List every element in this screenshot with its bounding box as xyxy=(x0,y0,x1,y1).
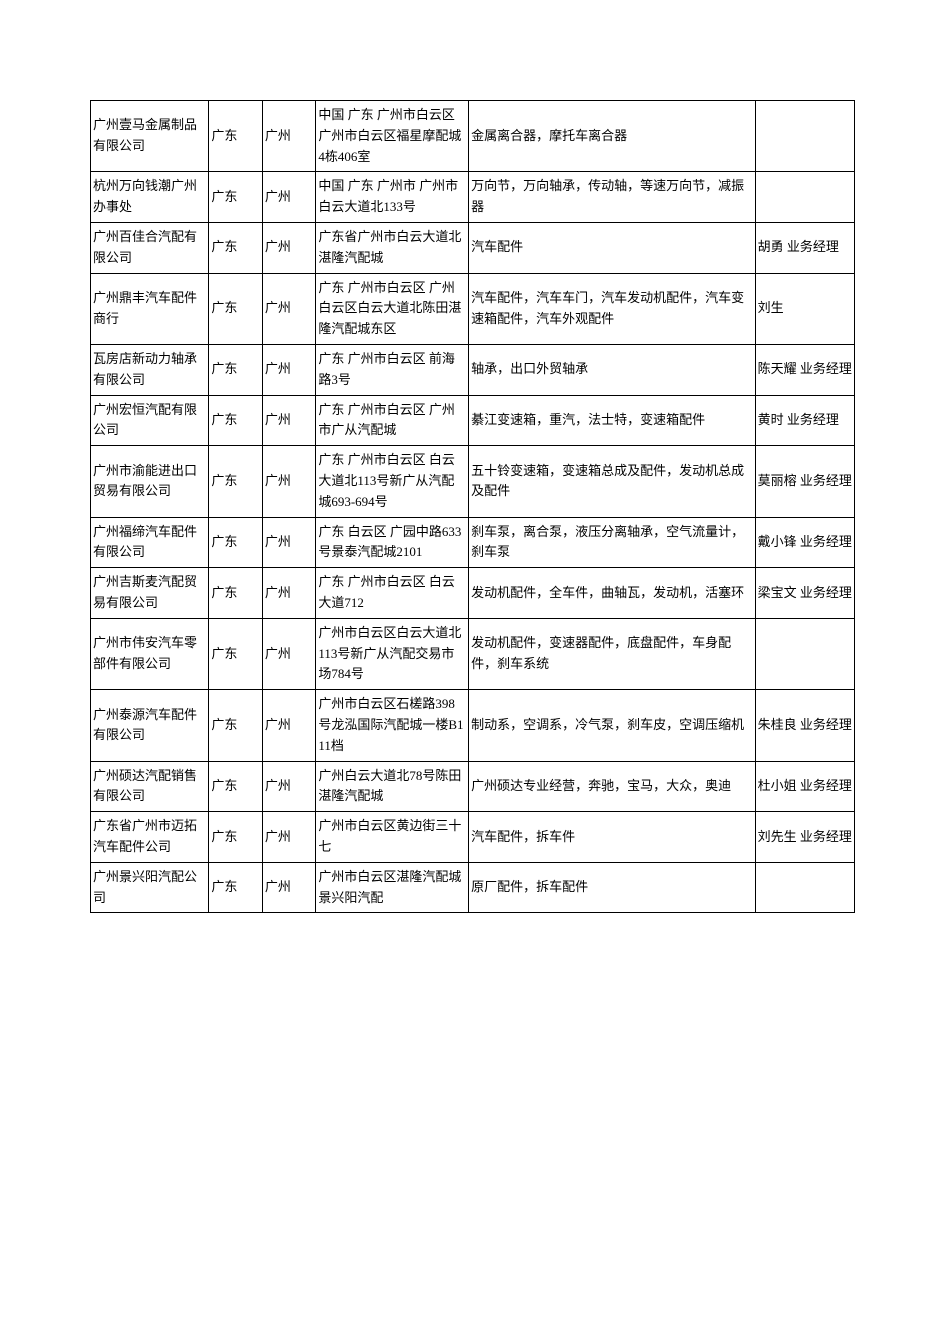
cell-address: 广东 广州市白云区 广州市广从汽配城 xyxy=(316,395,469,446)
cell-city: 广州 xyxy=(262,568,315,619)
cell-company: 杭州万向钱潮广州办事处 xyxy=(91,172,209,223)
cell-company: 广州泰源汽车配件有限公司 xyxy=(91,690,209,761)
cell-province: 广东 xyxy=(209,172,262,223)
cell-province: 广东 xyxy=(209,517,262,568)
cell-city: 广州 xyxy=(262,172,315,223)
cell-address: 广州白云大道北78号陈田湛隆汽配城 xyxy=(316,761,469,812)
cell-address: 中国 广东 广州市白云区 广州市白云区福星摩配城4栋406室 xyxy=(316,101,469,172)
cell-company: 广州宏恒汽配有限公司 xyxy=(91,395,209,446)
cell-city: 广州 xyxy=(262,344,315,395)
cell-products: 汽车配件，拆车件 xyxy=(469,812,756,863)
cell-province: 广东 xyxy=(209,812,262,863)
cell-company: 广州福缔汽车配件有限公司 xyxy=(91,517,209,568)
cell-contact: 刘生 xyxy=(755,273,854,344)
cell-address: 广州市白云区石槎路398号龙泓国际汽配城一楼B111档 xyxy=(316,690,469,761)
cell-address: 广州市白云区湛隆汽配城景兴阳汽配 xyxy=(316,862,469,913)
cell-city: 广州 xyxy=(262,446,315,517)
cell-company: 广州壹马金属制品有限公司 xyxy=(91,101,209,172)
cell-province: 广东 xyxy=(209,568,262,619)
cell-products: 发动机配件，全车件，曲轴瓦，发动机，活塞环 xyxy=(469,568,756,619)
table-row: 广州吉斯麦汽配贸易有限公司广东广州广东 广州市白云区 白云大道712发动机配件，… xyxy=(91,568,855,619)
cell-contact xyxy=(755,862,854,913)
cell-city: 广州 xyxy=(262,222,315,273)
table-row: 广州硕达汽配销售有限公司广东广州广州白云大道北78号陈田湛隆汽配城广州硕达专业经… xyxy=(91,761,855,812)
cell-contact xyxy=(755,101,854,172)
table-row: 广州市渝能进出口贸易有限公司广东广州广东 广州市白云区 白云大道北113号新广从… xyxy=(91,446,855,517)
cell-province: 广东 xyxy=(209,618,262,689)
table-row: 广州百佳合汽配有限公司广东广州广东省广州市白云大道北湛隆汽配城汽车配件胡勇 业务… xyxy=(91,222,855,273)
cell-contact: 朱桂良 业务经理 xyxy=(755,690,854,761)
table-row: 广州福缔汽车配件有限公司广东广州广东 白云区 广园中路633号景泰汽配城2101… xyxy=(91,517,855,568)
table-row: 广州泰源汽车配件有限公司广东广州广州市白云区石槎路398号龙泓国际汽配城一楼B1… xyxy=(91,690,855,761)
cell-company: 瓦房店新动力轴承有限公司 xyxy=(91,344,209,395)
cell-province: 广东 xyxy=(209,690,262,761)
table-row: 瓦房店新动力轴承有限公司广东广州广东 广州市白云区 前海路3号轴承，出口外贸轴承… xyxy=(91,344,855,395)
cell-products: 制动系，空调系，冷气泵，刹车皮，空调压缩机 xyxy=(469,690,756,761)
cell-address: 广东 广州市白云区 广州白云区白云大道北陈田湛隆汽配城东区 xyxy=(316,273,469,344)
cell-products: 万向节，万向轴承，传动轴，等速万向节，减振器 xyxy=(469,172,756,223)
cell-contact: 黄时 业务经理 xyxy=(755,395,854,446)
cell-city: 广州 xyxy=(262,862,315,913)
cell-contact: 戴小锋 业务经理 xyxy=(755,517,854,568)
cell-products: 金属离合器，摩托车离合器 xyxy=(469,101,756,172)
cell-address: 广东 广州市白云区 白云大道712 xyxy=(316,568,469,619)
cell-province: 广东 xyxy=(209,862,262,913)
cell-company: 广州市渝能进出口贸易有限公司 xyxy=(91,446,209,517)
cell-company: 广州景兴阳汽配公司 xyxy=(91,862,209,913)
cell-province: 广东 xyxy=(209,273,262,344)
cell-province: 广东 xyxy=(209,222,262,273)
cell-city: 广州 xyxy=(262,761,315,812)
cell-city: 广州 xyxy=(262,101,315,172)
cell-address: 广东省广州市白云大道北湛隆汽配城 xyxy=(316,222,469,273)
cell-province: 广东 xyxy=(209,101,262,172)
cell-contact: 杜小姐 业务经理 xyxy=(755,761,854,812)
table-row: 广州壹马金属制品有限公司广东广州中国 广东 广州市白云区 广州市白云区福星摩配城… xyxy=(91,101,855,172)
table-row: 广州景兴阳汽配公司广东广州广州市白云区湛隆汽配城景兴阳汽配原厂配件，拆车配件 xyxy=(91,862,855,913)
cell-company: 广州硕达汽配销售有限公司 xyxy=(91,761,209,812)
cell-city: 广州 xyxy=(262,273,315,344)
cell-company: 广州市伟安汽车零部件有限公司 xyxy=(91,618,209,689)
cell-company: 广州鼎丰汽车配件商行 xyxy=(91,273,209,344)
cell-contact: 梁宝文 业务经理 xyxy=(755,568,854,619)
cell-city: 广州 xyxy=(262,517,315,568)
table-row: 杭州万向钱潮广州办事处广东广州中国 广东 广州市 广州市白云大道北133号万向节… xyxy=(91,172,855,223)
table-row: 广州鼎丰汽车配件商行广东广州广东 广州市白云区 广州白云区白云大道北陈田湛隆汽配… xyxy=(91,273,855,344)
cell-products: 发动机配件，变速器配件，底盘配件，车身配件，刹车系统 xyxy=(469,618,756,689)
cell-province: 广东 xyxy=(209,344,262,395)
cell-products: 汽车配件，汽车车门，汽车发动机配件，汽车变速箱配件，汽车外观配件 xyxy=(469,273,756,344)
cell-products: 五十铃变速箱，变速箱总成及配件，发动机总成及配件 xyxy=(469,446,756,517)
cell-contact xyxy=(755,618,854,689)
cell-address: 广州市白云区白云大道北113号新广从汽配交易市场784号 xyxy=(316,618,469,689)
cell-address: 广东 广州市白云区 前海路3号 xyxy=(316,344,469,395)
cell-contact: 莫丽榕 业务经理 xyxy=(755,446,854,517)
cell-contact: 胡勇 业务经理 xyxy=(755,222,854,273)
cell-province: 广东 xyxy=(209,761,262,812)
cell-company: 广州吉斯麦汽配贸易有限公司 xyxy=(91,568,209,619)
cell-products: 綦江变速箱，重汽，法士特，变速箱配件 xyxy=(469,395,756,446)
cell-city: 广州 xyxy=(262,690,315,761)
cell-address: 广东 白云区 广园中路633号景泰汽配城2101 xyxy=(316,517,469,568)
cell-products: 原厂配件，拆车配件 xyxy=(469,862,756,913)
cell-products: 轴承，出口外贸轴承 xyxy=(469,344,756,395)
cell-products: 广州硕达专业经营，奔驰，宝马，大众，奥迪 xyxy=(469,761,756,812)
company-directory-table: 广州壹马金属制品有限公司广东广州中国 广东 广州市白云区 广州市白云区福星摩配城… xyxy=(90,100,855,913)
cell-products: 汽车配件 xyxy=(469,222,756,273)
cell-contact: 陈天耀 业务经理 xyxy=(755,344,854,395)
cell-company: 广东省广州市迈拓汽车配件公司 xyxy=(91,812,209,863)
table-row: 广州宏恒汽配有限公司广东广州广东 广州市白云区 广州市广从汽配城綦江变速箱，重汽… xyxy=(91,395,855,446)
cell-city: 广州 xyxy=(262,618,315,689)
cell-contact xyxy=(755,172,854,223)
cell-address: 中国 广东 广州市 广州市白云大道北133号 xyxy=(316,172,469,223)
cell-city: 广州 xyxy=(262,395,315,446)
cell-products: 刹车泵，离合泵，液压分离轴承，空气流量计，刹车泵 xyxy=(469,517,756,568)
cell-city: 广州 xyxy=(262,812,315,863)
cell-province: 广东 xyxy=(209,446,262,517)
cell-address: 广东 广州市白云区 白云大道北113号新广从汽配城693-694号 xyxy=(316,446,469,517)
cell-province: 广东 xyxy=(209,395,262,446)
cell-address: 广州市白云区黄边街三十七 xyxy=(316,812,469,863)
table-row: 广东省广州市迈拓汽车配件公司广东广州广州市白云区黄边街三十七汽车配件，拆车件刘先… xyxy=(91,812,855,863)
cell-company: 广州百佳合汽配有限公司 xyxy=(91,222,209,273)
cell-contact: 刘先生 业务经理 xyxy=(755,812,854,863)
table-row: 广州市伟安汽车零部件有限公司广东广州广州市白云区白云大道北113号新广从汽配交易… xyxy=(91,618,855,689)
